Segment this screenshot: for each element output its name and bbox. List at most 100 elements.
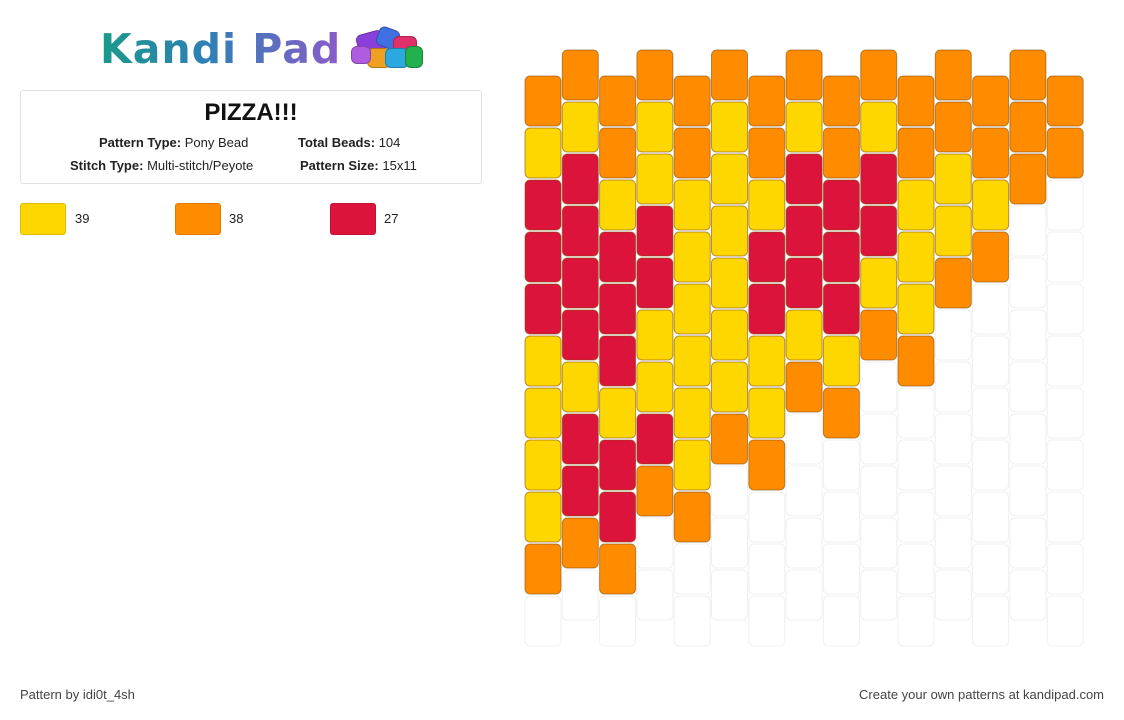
bead[interactable] (748, 335, 786, 387)
bead[interactable] (860, 205, 898, 257)
bead[interactable] (524, 543, 562, 595)
empty-bead[interactable] (972, 491, 1010, 543)
bead[interactable] (636, 153, 674, 205)
empty-bead[interactable] (934, 309, 972, 361)
bead[interactable] (636, 101, 674, 153)
bead[interactable] (561, 153, 599, 205)
bead[interactable] (785, 361, 823, 413)
empty-bead[interactable] (897, 595, 935, 647)
create-patterns-link[interactable]: Create your own patterns at kandipad.com (859, 687, 1104, 702)
bead[interactable] (785, 49, 823, 101)
empty-bead[interactable] (1046, 283, 1084, 335)
bead[interactable] (561, 465, 599, 517)
bead[interactable] (673, 387, 711, 439)
empty-bead[interactable] (972, 283, 1010, 335)
bead[interactable] (1046, 127, 1084, 179)
bead[interactable] (860, 101, 898, 153)
empty-bead[interactable] (1009, 361, 1047, 413)
bead[interactable] (822, 231, 860, 283)
bead[interactable] (524, 283, 562, 335)
bead[interactable] (711, 309, 748, 361)
bead[interactable] (561, 101, 599, 153)
bead[interactable] (897, 283, 935, 335)
bead[interactable] (673, 179, 711, 231)
bead[interactable] (524, 335, 562, 387)
bead[interactable] (524, 491, 562, 543)
bead[interactable] (934, 205, 972, 257)
empty-bead[interactable] (822, 491, 860, 543)
empty-bead[interactable] (972, 387, 1010, 439)
empty-bead[interactable] (636, 517, 674, 569)
bead[interactable] (934, 101, 972, 153)
kandi-pad-logo[interactable]: Kandi Pad (100, 24, 429, 74)
bead[interactable] (673, 491, 711, 543)
bead[interactable] (711, 257, 748, 309)
empty-bead[interactable] (972, 335, 1010, 387)
bead[interactable] (822, 75, 860, 127)
bead[interactable] (599, 127, 637, 179)
empty-bead[interactable] (711, 465, 748, 517)
bead[interactable] (524, 179, 562, 231)
bead[interactable] (972, 179, 1010, 231)
bead[interactable] (599, 491, 637, 543)
bead[interactable] (860, 309, 898, 361)
empty-bead[interactable] (972, 543, 1010, 595)
empty-bead[interactable] (748, 543, 786, 595)
bead[interactable] (711, 413, 748, 465)
bead[interactable] (711, 49, 748, 101)
bead[interactable] (711, 153, 748, 205)
empty-bead[interactable] (860, 465, 898, 517)
bead[interactable] (561, 413, 599, 465)
empty-bead[interactable] (524, 595, 562, 647)
bead[interactable] (673, 283, 711, 335)
bead[interactable] (785, 205, 823, 257)
bead[interactable] (897, 179, 935, 231)
empty-bead[interactable] (1046, 543, 1084, 595)
empty-bead[interactable] (1046, 179, 1084, 231)
empty-bead[interactable] (860, 361, 898, 413)
bead[interactable] (822, 283, 860, 335)
empty-bead[interactable] (711, 517, 748, 569)
bead[interactable] (934, 257, 972, 309)
bead[interactable] (972, 127, 1010, 179)
empty-bead[interactable] (1046, 439, 1084, 491)
bead[interactable] (860, 257, 898, 309)
bead[interactable] (599, 439, 637, 491)
empty-bead[interactable] (1046, 595, 1084, 647)
bead[interactable] (860, 49, 898, 101)
bead[interactable] (822, 179, 860, 231)
bead[interactable] (748, 439, 786, 491)
empty-bead[interactable] (860, 413, 898, 465)
empty-bead[interactable] (1009, 465, 1047, 517)
bead[interactable] (711, 205, 748, 257)
bead[interactable] (636, 309, 674, 361)
empty-bead[interactable] (748, 595, 786, 647)
bead[interactable] (934, 49, 972, 101)
bead[interactable] (897, 75, 935, 127)
bead[interactable] (636, 413, 674, 465)
bead[interactable] (524, 439, 562, 491)
empty-bead[interactable] (822, 439, 860, 491)
bead[interactable] (748, 179, 786, 231)
bead[interactable] (561, 205, 599, 257)
bead[interactable] (636, 465, 674, 517)
bead[interactable] (636, 205, 674, 257)
empty-bead[interactable] (1046, 335, 1084, 387)
empty-bead[interactable] (1009, 413, 1047, 465)
legend-swatch-yellow[interactable] (20, 203, 66, 235)
legend-swatch-orange[interactable] (175, 203, 221, 235)
empty-bead[interactable] (1009, 517, 1047, 569)
bead[interactable] (1009, 49, 1047, 101)
bead[interactable] (860, 153, 898, 205)
bead[interactable] (599, 543, 637, 595)
bead[interactable] (1009, 101, 1047, 153)
empty-bead[interactable] (711, 569, 748, 621)
bead[interactable] (636, 361, 674, 413)
bead[interactable] (822, 127, 860, 179)
bead[interactable] (897, 127, 935, 179)
bead[interactable] (748, 75, 786, 127)
bead[interactable] (785, 101, 823, 153)
bead[interactable] (1046, 75, 1084, 127)
bead[interactable] (934, 153, 972, 205)
bead[interactable] (822, 335, 860, 387)
